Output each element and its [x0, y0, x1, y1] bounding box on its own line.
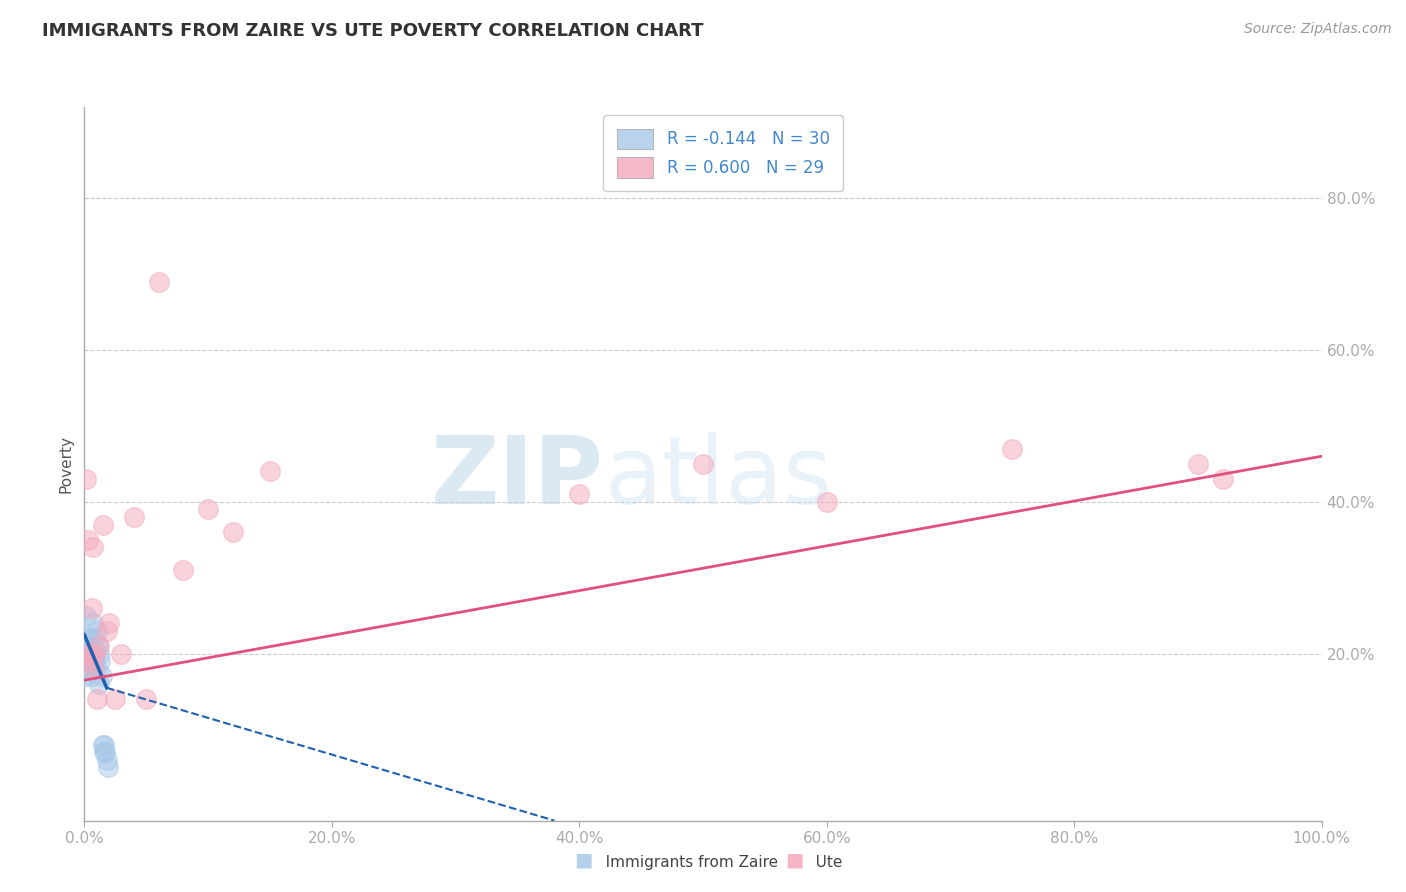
Point: [76, 654, 98, 668]
Point: [89, 677, 111, 691]
Point: [692, 457, 714, 471]
Point: [80, 669, 103, 683]
Point: [80, 654, 103, 668]
Point: [87, 639, 110, 653]
Point: [97, 760, 120, 774]
Point: [79, 654, 101, 668]
Text: Source: ZipAtlas.com: Source: ZipAtlas.com: [1244, 22, 1392, 37]
Point: [79, 647, 101, 661]
Text: atlas: atlas: [605, 432, 832, 524]
Point: [122, 510, 145, 524]
Point: [77, 662, 100, 676]
Point: [79, 632, 101, 646]
Point: [91, 517, 114, 532]
Point: [89, 654, 111, 668]
Point: [79, 662, 101, 676]
Point: [93, 745, 115, 759]
Point: [104, 692, 127, 706]
Point: [815, 495, 838, 509]
Text: Immigrants from Zaire: Immigrants from Zaire: [591, 855, 778, 870]
Point: [79, 654, 101, 668]
Point: [75, 669, 97, 683]
Point: [89, 647, 111, 661]
Point: [1212, 472, 1234, 486]
Point: [84, 647, 107, 661]
Point: [91, 738, 114, 752]
Text: ZIP: ZIP: [432, 432, 605, 524]
Point: [83, 662, 105, 676]
Text: ■: ■: [574, 851, 593, 870]
Point: [86, 692, 108, 706]
Point: [83, 654, 105, 668]
Point: [197, 502, 219, 516]
Point: [89, 639, 111, 653]
Point: [96, 624, 118, 638]
Point: [84, 647, 107, 661]
Point: [76, 639, 98, 653]
Point: [222, 525, 245, 540]
Point: [83, 632, 105, 646]
Point: [77, 632, 100, 646]
Y-axis label: Poverty: Poverty: [58, 434, 73, 493]
Point: [1001, 442, 1024, 456]
Point: [82, 616, 104, 631]
Point: [77, 533, 100, 547]
Point: [86, 662, 108, 676]
Point: [135, 692, 157, 706]
Point: [259, 465, 281, 479]
Point: [568, 487, 591, 501]
Point: [75, 647, 97, 661]
Text: IMMIGRANTS FROM ZAIRE VS UTE POVERTY CORRELATION CHART: IMMIGRANTS FROM ZAIRE VS UTE POVERTY COR…: [42, 22, 703, 40]
Text: ■: ■: [785, 851, 804, 870]
Point: [94, 745, 117, 759]
Point: [80, 601, 103, 615]
Point: [93, 738, 115, 752]
Point: [96, 753, 118, 767]
Point: [86, 624, 108, 638]
Point: [90, 669, 112, 683]
Point: [172, 563, 194, 577]
Point: [75, 472, 97, 486]
Point: [75, 608, 97, 623]
Point: [76, 647, 98, 661]
Text: Ute: Ute: [801, 855, 842, 870]
Point: [1187, 457, 1209, 471]
Point: [98, 616, 121, 631]
Point: [79, 647, 101, 661]
Legend: R = -0.144   N = 30, R = 0.600   N = 29: R = -0.144 N = 30, R = 0.600 N = 29: [603, 115, 844, 191]
Point: [148, 275, 170, 289]
Point: [82, 541, 104, 555]
Point: [110, 647, 132, 661]
